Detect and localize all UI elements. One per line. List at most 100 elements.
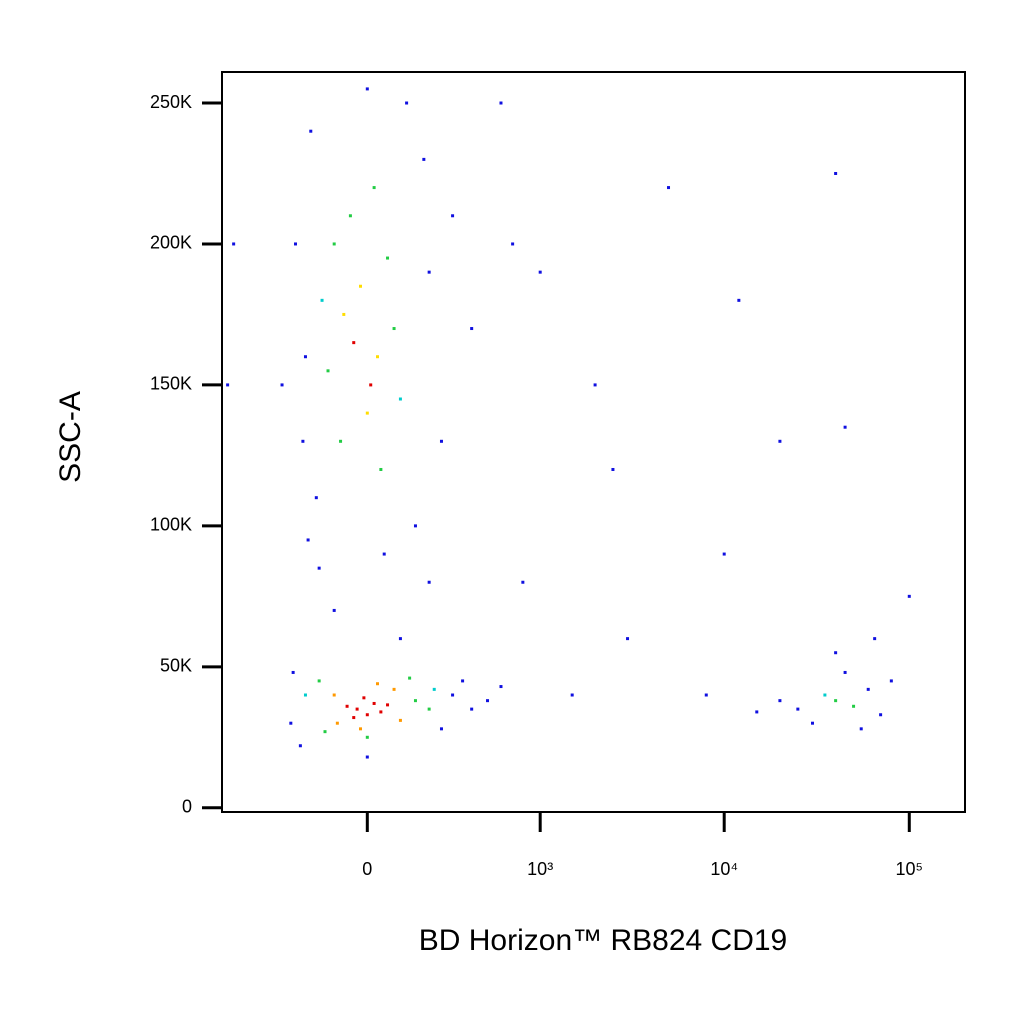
point [303, 355, 307, 359]
point [392, 687, 396, 691]
point [427, 580, 431, 584]
x-axis-title: BD Horizon™ RB824 CD19 [419, 924, 787, 957]
point [823, 693, 827, 697]
x-tick-label: 10³ [527, 859, 553, 879]
point [398, 397, 402, 401]
point [317, 566, 321, 570]
point [379, 710, 383, 714]
point [843, 425, 847, 429]
point [376, 355, 380, 359]
point [226, 383, 230, 387]
point [413, 524, 417, 528]
point [722, 552, 726, 556]
point [451, 214, 455, 218]
x-tick-label: 10⁴ [710, 859, 738, 879]
point [392, 327, 396, 331]
point [470, 327, 474, 331]
y-tick-label: 0 [182, 797, 192, 817]
x-tick-label: 0 [362, 859, 372, 879]
point [362, 696, 366, 700]
y-tick-label: 200K [150, 233, 192, 253]
point [511, 242, 515, 246]
point [352, 341, 356, 345]
point [298, 744, 302, 748]
point [873, 637, 877, 641]
point [342, 312, 346, 316]
point [486, 699, 490, 703]
point [593, 383, 597, 387]
point [335, 721, 339, 725]
point [521, 580, 525, 584]
point [323, 730, 327, 734]
point [386, 256, 390, 260]
point [879, 713, 883, 717]
point [379, 467, 383, 471]
point [332, 242, 336, 246]
point [372, 186, 376, 190]
point [365, 411, 369, 415]
point [314, 496, 318, 500]
y-tick-label: 100K [150, 515, 192, 535]
y-tick-label: 250K [150, 92, 192, 112]
plot-area [226, 87, 911, 759]
point [704, 693, 708, 697]
point [737, 298, 741, 302]
point [320, 298, 324, 302]
plot-frame [221, 71, 966, 813]
point [408, 676, 412, 680]
point [422, 157, 426, 161]
point [306, 538, 310, 542]
point [291, 670, 295, 674]
point [326, 369, 330, 373]
point [332, 608, 336, 612]
y-axis-title: SSC-A [54, 391, 87, 483]
point [811, 721, 815, 725]
point [439, 727, 443, 731]
point [852, 704, 856, 708]
point [778, 439, 782, 443]
point [432, 687, 436, 691]
point [352, 716, 356, 720]
point [365, 755, 369, 759]
point [866, 687, 870, 691]
point [280, 383, 284, 387]
point [386, 703, 390, 707]
point [907, 594, 911, 598]
x-tick-label: 10⁵ [896, 859, 923, 879]
point [369, 383, 373, 387]
point [538, 270, 542, 274]
point [359, 284, 363, 288]
point [355, 707, 359, 711]
point [626, 637, 630, 641]
point [667, 186, 671, 190]
point [398, 718, 402, 722]
point [289, 721, 293, 725]
point [398, 637, 402, 641]
point [365, 713, 369, 717]
point [755, 710, 759, 714]
y-tick-label: 50K [160, 656, 192, 676]
point [427, 707, 431, 711]
point [439, 439, 443, 443]
point [611, 467, 615, 471]
point [843, 670, 847, 674]
point [859, 727, 863, 731]
point [365, 87, 369, 91]
point [499, 101, 503, 105]
point [451, 693, 455, 697]
point [309, 129, 313, 133]
point [365, 735, 369, 739]
point [834, 171, 838, 175]
point [348, 214, 352, 218]
point [376, 682, 380, 686]
point [359, 727, 363, 731]
point [372, 701, 376, 705]
point [461, 679, 465, 683]
point [303, 693, 307, 697]
point [332, 693, 336, 697]
point [778, 699, 782, 703]
point [570, 693, 574, 697]
point [382, 552, 386, 556]
point [345, 704, 349, 708]
